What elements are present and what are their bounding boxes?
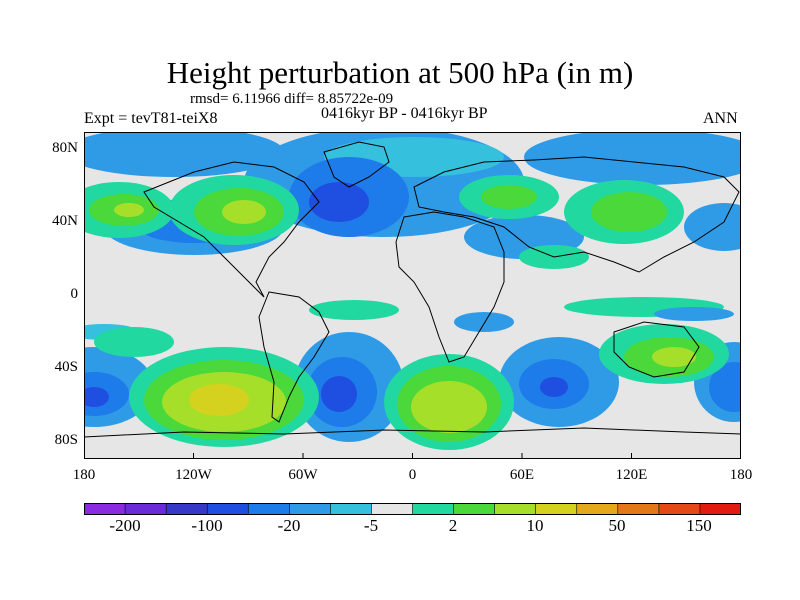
lon-label-180w: 180 (72, 467, 96, 483)
coastlines (84, 141, 741, 438)
stats-line: rmsd= 6.11966 diff= 8.85722e-09 (190, 91, 394, 107)
north-america-coast (143, 161, 320, 298)
case-label: 0416kyr BP - 0416kyr BP (321, 105, 488, 122)
africa-coast (395, 211, 505, 363)
colorbar-box (658, 503, 701, 515)
colorbar-label-6: 10 (526, 516, 544, 535)
lat-label-eq: 0 (70, 286, 79, 302)
colorbar-box (330, 503, 373, 515)
field-south-green (94, 324, 729, 450)
map-title: Height perturbation at 500 hPa (in m) (166, 55, 634, 90)
tick-marks (193, 453, 632, 459)
colorbar-box (412, 503, 455, 515)
eurasia-coast (413, 156, 740, 273)
experiment-label: Expt = tevT81-teiX8 (84, 110, 218, 127)
lon-label-0: 0 (408, 467, 417, 483)
australia-coast (613, 321, 700, 378)
colorbar-box (699, 503, 741, 515)
colorbar-box (84, 503, 126, 515)
colorbar-box (289, 503, 332, 515)
colorbar (84, 503, 741, 515)
colorbar-box (206, 503, 250, 515)
contour-map (84, 132, 741, 459)
colorbar-box (165, 503, 208, 515)
lon-label-60e: 60E (509, 467, 535, 483)
colorbar-box (371, 503, 414, 515)
field-north-blue (84, 132, 741, 259)
colorbar-box (617, 503, 660, 515)
colorbar-box (535, 503, 578, 515)
colorbar-box (453, 503, 496, 515)
colorbar-label-3: -20 (277, 516, 301, 535)
colorbar-box (576, 503, 619, 515)
colorbar-label-5: 2 (448, 516, 458, 535)
south-america-coast (258, 291, 330, 423)
lat-label-40s: 40S (54, 359, 78, 375)
colorbar-label-1: -200 (109, 516, 141, 535)
colorbar-box (494, 503, 537, 515)
antarctica-coast (84, 427, 741, 438)
greenland-coast (323, 141, 390, 188)
colorbar-label-2: -100 (191, 516, 223, 535)
lon-label-120w: 120W (175, 467, 212, 483)
colorbar-label-7: 50 (608, 516, 626, 535)
colorbar-label-4: -5 (363, 516, 379, 535)
colorbar-box (124, 503, 167, 515)
lat-label-40n: 40N (52, 213, 78, 229)
colorbar-box (247, 503, 291, 515)
field-north-green (84, 175, 684, 269)
season-label: ANN (703, 110, 738, 127)
lon-label-120e: 120E (615, 467, 648, 483)
lon-label-180e: 180 (729, 467, 753, 483)
colorbar-label-8: 150 (686, 516, 712, 535)
lat-label-80s: 80S (54, 432, 78, 448)
lon-label-60w: 60W (288, 467, 318, 483)
lat-label-80n: 80N (52, 140, 78, 156)
